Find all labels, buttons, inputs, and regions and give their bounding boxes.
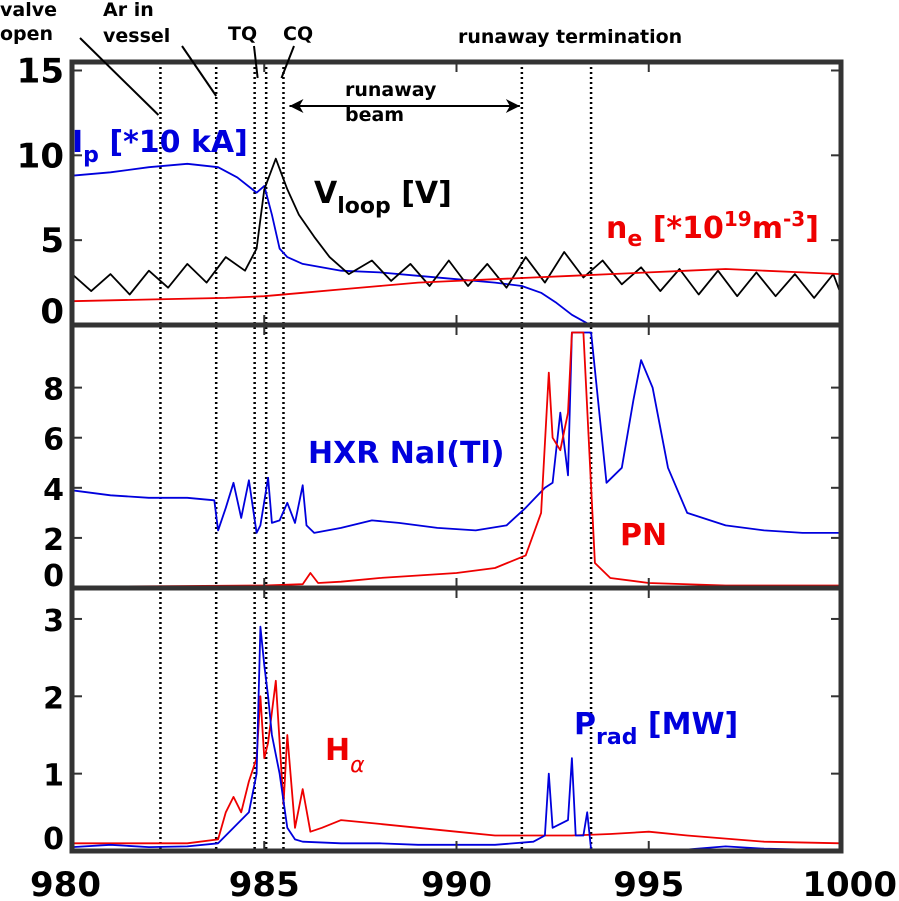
series-Halpha (72, 679, 841, 845)
series-Vloop (72, 157, 841, 299)
annotation-valve-open-line1: valve (0, 0, 57, 21)
annotation-runaway-termination: runaway termination (458, 26, 682, 48)
xtick-980: 980 (30, 865, 101, 901)
top-panel-frame (69, 59, 844, 328)
top-ytick-10: 10 (17, 136, 64, 176)
label-pn: PN (620, 518, 667, 553)
cq-pointer (280, 45, 295, 79)
annotation-ar-line1: Ar in (103, 0, 154, 21)
label-halpha: Hα (325, 733, 365, 778)
series-HXR NaI(Tl) (72, 331, 841, 534)
top-ytick-0: 0 (40, 292, 64, 332)
xtick-985: 985 (229, 865, 300, 901)
middle-ytick-4: 4 (43, 473, 64, 508)
bottom-ytick-3: 3 (43, 604, 64, 639)
annotation-cq: CQ (283, 23, 313, 45)
runaway-beam-arrow-left (289, 99, 304, 113)
axes-frame (69, 59, 844, 854)
top-ytick-15: 15 (17, 51, 64, 91)
bottom-ytick-2: 2 (43, 681, 64, 716)
runaway-beam-arrow-right (505, 99, 520, 113)
ar-pointer (181, 45, 218, 97)
xtick-990: 990 (421, 865, 492, 901)
label-vloop: Vloop [V] (314, 176, 452, 219)
annotation-valve-open-line2: open (0, 23, 53, 45)
series-ne (72, 268, 841, 303)
top-ytick-5: 5 (40, 221, 64, 261)
label-hxr: HXR NaI(Tl) (308, 436, 504, 471)
middle-ytick-2: 2 (43, 523, 64, 558)
bottom-ytick-0: 0 (43, 822, 64, 857)
annotation-runaway-beam-line1: runaway (345, 79, 437, 101)
label-ip: Ip [*10 kA] (72, 125, 248, 168)
label-prad: Prad [MW] (574, 707, 738, 750)
tq-pointer (253, 45, 259, 79)
series-layer (72, 157, 841, 851)
xtick-995: 995 (613, 865, 684, 901)
xtick-1000: 1000 (802, 865, 897, 901)
series-PN (72, 331, 841, 588)
annotation-ar-line2: vessel (103, 25, 170, 47)
top-panel-series (72, 157, 841, 325)
middle-ytick-6: 6 (43, 423, 64, 458)
series-Ip (72, 162, 596, 325)
label-ne: ne [*1019m-3] (606, 207, 819, 252)
middle-panel-series (72, 331, 841, 588)
annotation-runaway-beam-line2: beam (345, 104, 404, 126)
annotation-tq: TQ (228, 23, 257, 45)
middle-ytick-0: 0 (43, 559, 64, 594)
valve-open-pointer (79, 37, 160, 116)
middle-ytick-8: 8 (43, 373, 64, 408)
bottom-ytick-1: 1 (43, 759, 64, 794)
